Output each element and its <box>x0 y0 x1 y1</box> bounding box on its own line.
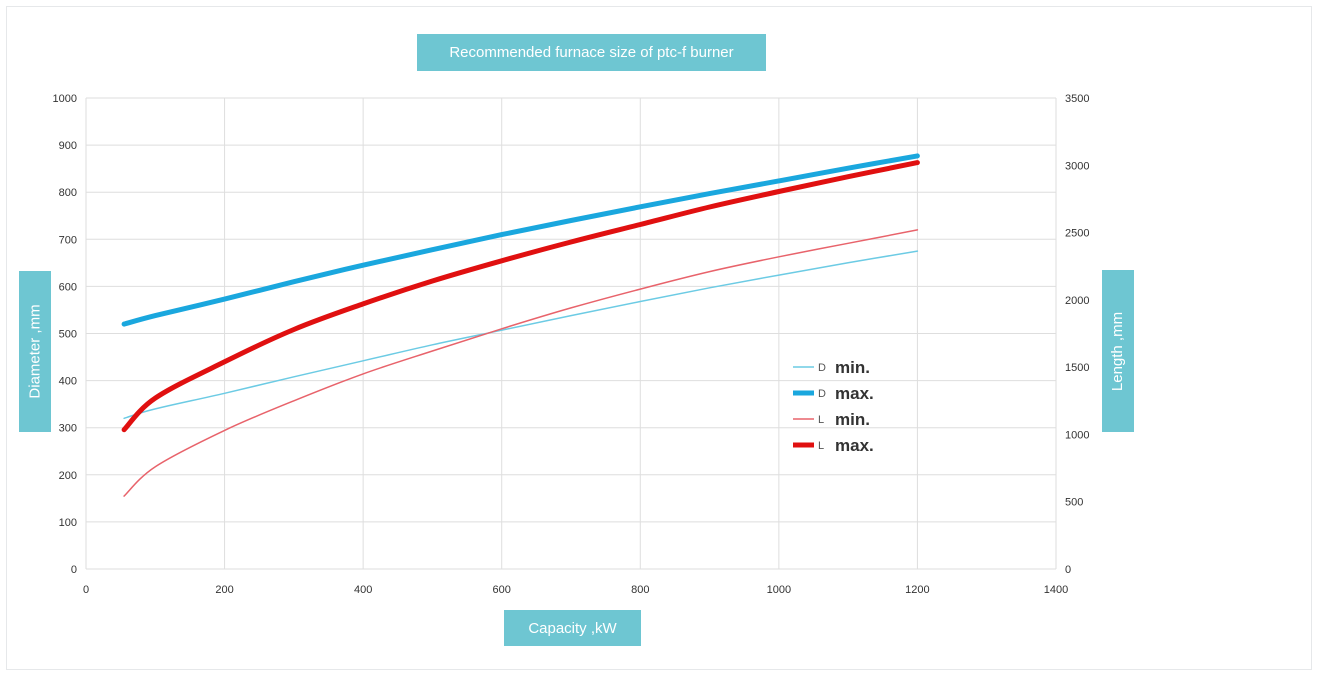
legend-label: max. <box>835 436 874 455</box>
y-tick-label: 100 <box>59 517 77 529</box>
x-tick-label: 1000 <box>767 584 791 596</box>
legend-label: min. <box>835 358 870 377</box>
x-tick-label: 600 <box>493 584 511 596</box>
y-tick-label: 600 <box>59 281 77 293</box>
y-axis-label-box: Diameter ,mm <box>19 271 51 432</box>
series-lines <box>121 153 920 497</box>
y2-tick-label: 1000 <box>1065 429 1089 441</box>
y2-axis-label: Length ,mm <box>1109 311 1127 391</box>
x-tick-label: 200 <box>215 584 233 596</box>
y-tick-label: 300 <box>59 423 77 435</box>
legend-prefix: L <box>818 440 824 452</box>
y2-tick-label: 3500 <box>1065 93 1089 105</box>
series-line-d-max <box>121 153 920 327</box>
y2-tick-label: 2000 <box>1065 295 1089 307</box>
y-tick-label: 700 <box>59 234 77 246</box>
y2-tick-label: 2500 <box>1065 228 1089 240</box>
chart-title: Recommended furnace size of ptc-f burner <box>449 44 734 61</box>
legend-prefix: L <box>818 414 824 426</box>
y-tick-label: 400 <box>59 376 77 388</box>
y2-tick-label: 1500 <box>1065 362 1089 374</box>
x-tick-label: 0 <box>83 584 89 596</box>
legend-label: max. <box>835 384 874 403</box>
chart-frame <box>6 6 1312 670</box>
legend-label: min. <box>835 410 870 429</box>
left-axis-ticks: 0 100 200 300 400 500 600 700 800 900 1000 <box>53 93 77 576</box>
grid-lines <box>85 97 1057 570</box>
y-tick-label: 200 <box>59 470 77 482</box>
y-tick-label: 500 <box>59 329 77 341</box>
y2-axis-label-box: Length ,mm <box>1102 270 1134 432</box>
x-tick-label: 400 <box>354 584 372 596</box>
y-tick-label: 0 <box>71 564 77 576</box>
x-tick-label: 1400 <box>1044 584 1068 596</box>
right-axis-ticks: 0 500 1000 1500 2000 2500 3000 3500 <box>1065 93 1089 576</box>
y2-tick-label: 3000 <box>1065 160 1089 172</box>
series-line-l-max <box>121 160 920 433</box>
legend-prefix: D <box>818 362 826 374</box>
y2-tick-label: 0 <box>1065 564 1071 576</box>
x-axis-label: Capacity ,kW <box>528 619 617 637</box>
chart-title-box: Recommended furnace size of ptc-f burner <box>417 34 766 71</box>
y-tick-label: 900 <box>59 140 77 152</box>
y-tick-label: 800 <box>59 187 77 199</box>
x-tick-label: 1200 <box>905 584 929 596</box>
y-tick-label: 1000 <box>53 93 77 105</box>
legend-prefix: D <box>818 388 826 400</box>
x-axis-label-box: Capacity ,kW <box>504 610 641 646</box>
series-line-d-min <box>123 250 919 420</box>
x-tick-label: 800 <box>631 584 649 596</box>
series-line-l-min <box>123 229 919 497</box>
x-axis-ticks: 0 200 400 600 800 1000 1200 1400 <box>83 584 1068 596</box>
y-axis-label: Diameter ,mm <box>26 304 44 399</box>
y2-tick-label: 500 <box>1065 497 1083 509</box>
